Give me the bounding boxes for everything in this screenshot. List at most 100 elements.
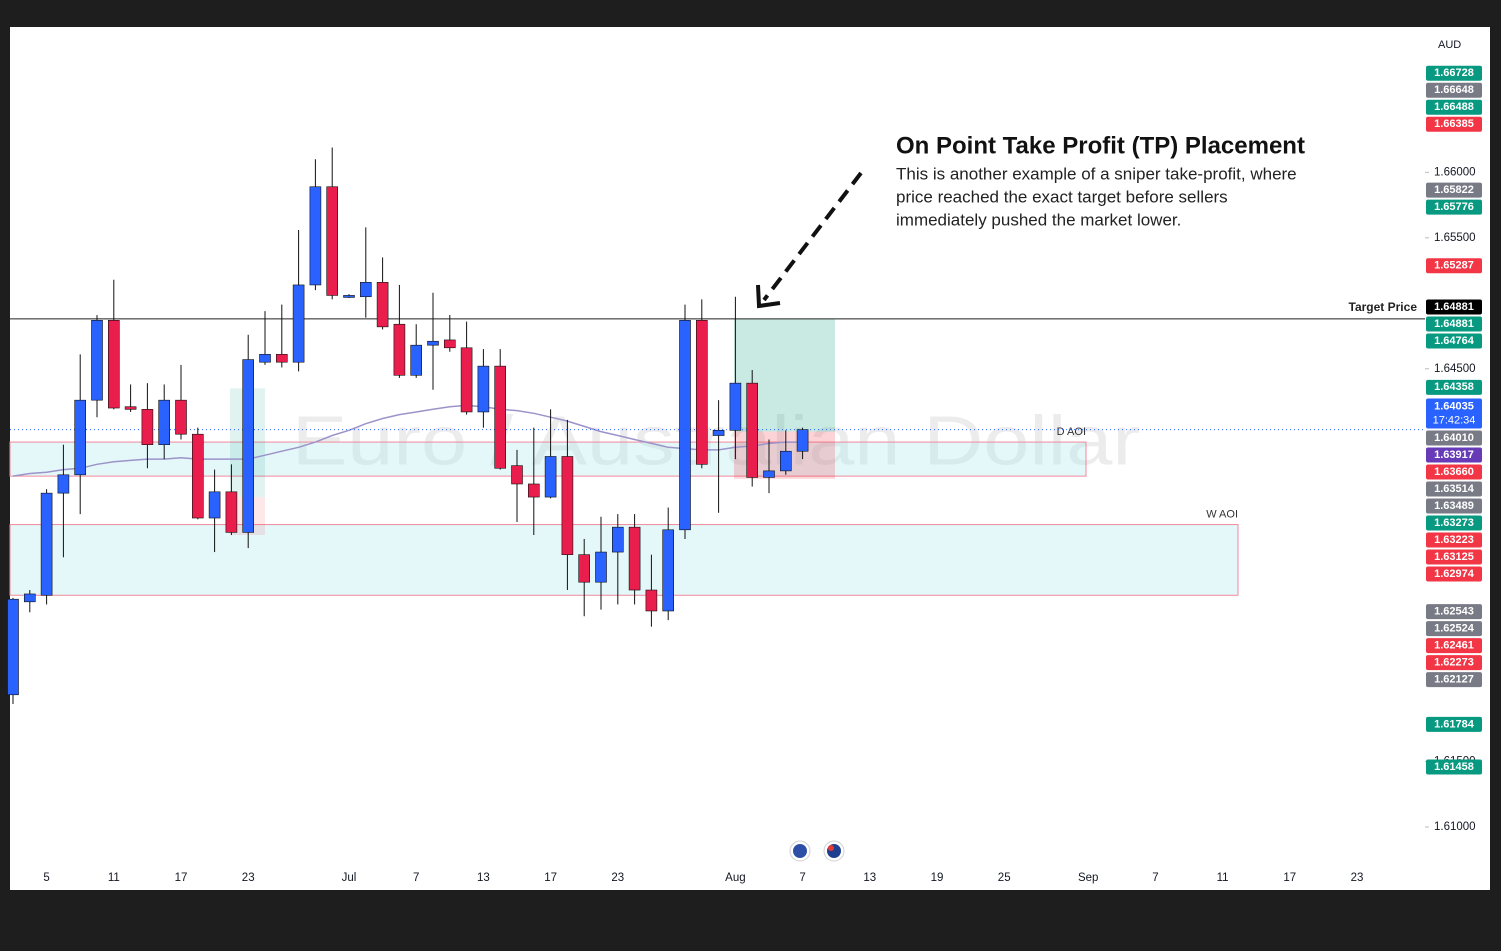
price-tag bbox=[1426, 549, 1482, 565]
annotation-line: This is another example of a sniper take… bbox=[896, 164, 1297, 183]
price-tag-label: 1.63514 bbox=[1434, 483, 1475, 495]
price-tag bbox=[1426, 65, 1482, 81]
price-tag bbox=[1426, 655, 1482, 671]
arrow-head bbox=[756, 284, 781, 309]
x-tick-label: 23 bbox=[611, 872, 624, 884]
candle-body bbox=[712, 429, 725, 436]
candle-body bbox=[544, 456, 557, 498]
candle-body bbox=[242, 359, 254, 533]
candle-body bbox=[578, 554, 591, 583]
arrow-shaft bbox=[762, 171, 863, 302]
price-tag-label: 1.63125 bbox=[1434, 551, 1474, 563]
x-tick-label: 19 bbox=[931, 872, 944, 884]
x-tick-label: Jul bbox=[342, 872, 357, 884]
candle-body bbox=[763, 470, 775, 478]
price-tag bbox=[1426, 316, 1482, 332]
y-tick-label: 1.61000 bbox=[1434, 821, 1476, 833]
price-tag bbox=[1426, 447, 1482, 463]
candle-body bbox=[611, 526, 624, 553]
y-tick-label: 1.64500 bbox=[1434, 363, 1476, 375]
price-tag bbox=[1426, 716, 1482, 732]
aoi-label: D AOI bbox=[1057, 426, 1086, 438]
price-tag bbox=[1426, 430, 1482, 446]
price-tag-label: 1.64881 bbox=[1434, 318, 1474, 330]
x-tick-label: 11 bbox=[1217, 872, 1229, 884]
price-tag-label: 1.66488 bbox=[1434, 101, 1474, 113]
price-tag bbox=[1426, 638, 1482, 654]
candle-body bbox=[359, 282, 372, 298]
candle-body bbox=[208, 491, 221, 519]
price-tag-label: 1.64358 bbox=[1434, 381, 1474, 393]
x-tick-label: 7 bbox=[799, 872, 805, 884]
candle-body bbox=[74, 399, 86, 476]
candle-body bbox=[527, 483, 540, 498]
y-tick-label: 1.65500 bbox=[1434, 232, 1476, 244]
price-tag bbox=[1426, 116, 1482, 132]
candle-body bbox=[393, 323, 406, 376]
candle-body bbox=[443, 339, 456, 349]
marks-layer: Target Price bbox=[7, 147, 1425, 704]
price-tag bbox=[1426, 604, 1482, 620]
candle-body bbox=[124, 406, 137, 410]
event-flag-icon bbox=[828, 845, 834, 851]
candle-body bbox=[23, 593, 36, 603]
candle-body bbox=[141, 409, 154, 445]
price-tag bbox=[1426, 379, 1482, 395]
price-tag bbox=[1426, 481, 1482, 497]
candle-body bbox=[108, 319, 120, 409]
annotation-layer: On Point Take Profit (TP) Placement This… bbox=[43, 39, 1482, 884]
watermark: Euro / Australian Dollar bbox=[292, 401, 1140, 479]
candle-body bbox=[460, 347, 473, 413]
candle-body bbox=[729, 382, 742, 431]
price-tag bbox=[1426, 515, 1482, 531]
candle-body bbox=[376, 282, 389, 328]
price-tag-label: 1.62273 bbox=[1434, 657, 1474, 669]
candle-body bbox=[91, 319, 103, 401]
price-tag bbox=[1426, 258, 1482, 274]
price-tag-label: 1.63223 bbox=[1434, 534, 1474, 546]
price-tag-label: 1.63489 bbox=[1434, 500, 1474, 512]
price-tag bbox=[1426, 199, 1482, 215]
price-tag-label: 1.61458 bbox=[1434, 761, 1474, 773]
price-tag-label: 1.64010 bbox=[1434, 432, 1474, 444]
price-tag bbox=[1426, 498, 1482, 514]
candle-body bbox=[779, 450, 792, 472]
candle-body bbox=[477, 365, 490, 413]
candle-body bbox=[427, 340, 439, 346]
candle-body bbox=[494, 365, 507, 469]
x-tick-label: 5 bbox=[43, 872, 49, 884]
price-tag bbox=[1426, 398, 1482, 429]
x-tick-label: 13 bbox=[477, 872, 490, 884]
candle-body bbox=[746, 382, 759, 478]
annotation-title: On Point Take Profit (TP) Placement bbox=[896, 132, 1305, 159]
candle-body bbox=[645, 589, 658, 612]
price-tag-label: 1.61784 bbox=[1434, 718, 1475, 730]
x-tick-label: 25 bbox=[998, 872, 1011, 884]
candle-body bbox=[158, 399, 170, 445]
candle-body bbox=[410, 344, 423, 376]
price-tag bbox=[1426, 532, 1482, 548]
target-label: Target Price bbox=[1349, 300, 1418, 314]
price-tag-label: 1.64881 bbox=[1434, 301, 1474, 313]
price-tag bbox=[1426, 299, 1482, 315]
annotation-line: immediately pushed the market lower. bbox=[896, 210, 1181, 229]
price-tag bbox=[1426, 99, 1482, 115]
x-tick-label: Sep bbox=[1078, 872, 1098, 884]
price-tag-label: 1.66648 bbox=[1434, 84, 1474, 96]
candle-body bbox=[7, 598, 19, 696]
price-tag-label: 1.65287 bbox=[1434, 260, 1474, 272]
price-tag bbox=[1426, 672, 1482, 688]
event-flag-icon bbox=[793, 844, 807, 858]
x-tick-label: 17 bbox=[175, 872, 188, 884]
aoi-zone bbox=[9, 524, 1239, 596]
candle-body bbox=[259, 354, 271, 363]
candle-body bbox=[561, 456, 574, 555]
price-tag-label: 1.64035 bbox=[1434, 400, 1474, 412]
price-tag-label: 1.63273 bbox=[1434, 517, 1474, 529]
price-tag-label: 1.62524 bbox=[1434, 623, 1475, 635]
x-tick-label: 7 bbox=[413, 872, 419, 884]
currency-label: AUD bbox=[1438, 39, 1461, 51]
annotation-line: price reached the exact target before se… bbox=[896, 187, 1228, 206]
x-tick-label: 7 bbox=[1152, 872, 1158, 884]
